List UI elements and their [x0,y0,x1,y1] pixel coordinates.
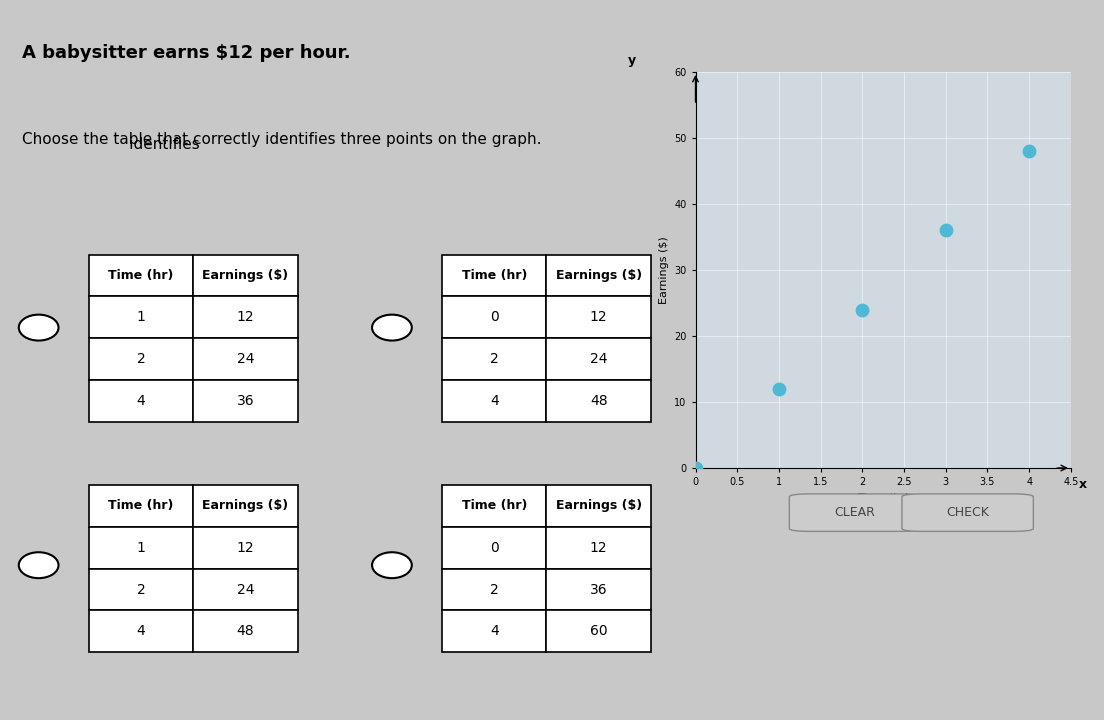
Bar [88,611,193,652]
Text: A babysitter earns $12 per hour.: A babysitter earns $12 per hour. [22,44,351,62]
Bar [442,485,546,527]
Text: CHECK: CHECK [946,506,989,519]
FancyBboxPatch shape [902,494,1033,531]
Point [771,383,788,395]
Text: 4: 4 [137,624,146,639]
Text: CLEAR: CLEAR [835,506,875,519]
Bar [88,380,193,422]
Text: 24: 24 [590,352,607,366]
Text: 2: 2 [137,352,146,366]
Text: 36: 36 [236,394,254,408]
FancyBboxPatch shape [789,494,921,531]
Text: y: y [628,54,636,67]
Text: Time (hr): Time (hr) [461,500,527,513]
X-axis label: Time (hr): Time (hr) [858,492,909,503]
Text: 48: 48 [236,624,254,639]
Point [853,304,871,315]
Text: 2: 2 [137,582,146,597]
Text: 4: 4 [490,624,499,639]
Bar [88,485,193,527]
Text: 12: 12 [236,310,254,324]
Point [687,462,704,474]
Point [937,225,955,236]
Bar [193,611,297,652]
Bar [193,569,297,611]
Bar [88,569,193,611]
Text: Earnings ($): Earnings ($) [202,269,288,282]
Text: identifies: identifies [22,137,200,152]
Bar [442,338,546,380]
Text: Time (hr): Time (hr) [461,269,527,282]
Text: 2: 2 [490,582,499,597]
Text: 60: 60 [590,624,607,639]
Bar [193,380,297,422]
Text: Time (hr): Time (hr) [108,500,173,513]
Text: Earnings ($): Earnings ($) [555,269,641,282]
Bar [546,611,651,652]
Bar [193,255,297,297]
Text: 48: 48 [590,394,607,408]
Bar [546,380,651,422]
Text: x: x [1079,478,1086,491]
Bar [546,255,651,297]
Bar [546,297,651,338]
Y-axis label: Earnings ($): Earnings ($) [659,236,669,304]
Text: 1: 1 [137,310,146,324]
Bar [546,527,651,569]
Bar [193,485,297,527]
Bar [193,338,297,380]
Bar [88,527,193,569]
Text: 12: 12 [590,310,607,324]
Bar [193,527,297,569]
Text: 1: 1 [137,541,146,554]
Bar [88,338,193,380]
Text: 24: 24 [236,582,254,597]
Text: Choose the table that correctly identifies three points on the graph.: Choose the table that correctly identifi… [22,132,542,147]
Bar [88,255,193,297]
Text: Earnings ($): Earnings ($) [202,500,288,513]
Text: 2: 2 [490,352,499,366]
Text: 12: 12 [590,541,607,554]
Text: 12: 12 [236,541,254,554]
Bar [442,255,546,297]
Text: 0: 0 [490,541,499,554]
Text: 24: 24 [236,352,254,366]
Text: 4: 4 [137,394,146,408]
Bar [546,569,651,611]
Text: 0: 0 [490,310,499,324]
Bar [442,569,546,611]
Bar [546,485,651,527]
Text: 4: 4 [490,394,499,408]
Text: Earnings ($): Earnings ($) [555,500,641,513]
Bar [88,297,193,338]
Bar [442,527,546,569]
Bar [193,297,297,338]
Bar [442,297,546,338]
Bar [442,380,546,422]
Point [1020,145,1038,157]
Text: 36: 36 [590,582,607,597]
Bar [546,338,651,380]
Bar [442,611,546,652]
Text: Time (hr): Time (hr) [108,269,173,282]
